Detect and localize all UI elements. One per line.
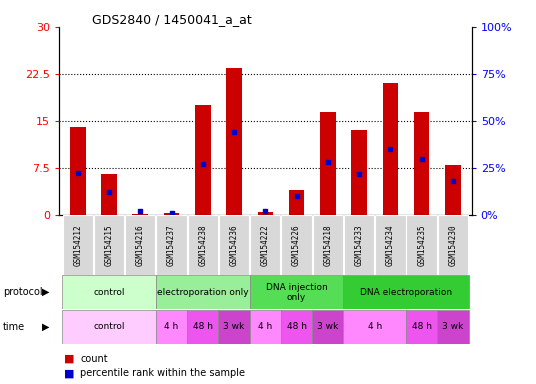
Text: 3 wk: 3 wk: [224, 322, 244, 331]
Bar: [195, 105, 211, 215]
Bar: [163, 213, 180, 215]
Bar: [406, 310, 437, 344]
Bar: [250, 310, 281, 344]
Text: GSM154218: GSM154218: [323, 224, 332, 266]
Bar: [320, 112, 336, 215]
Text: 4 h: 4 h: [368, 322, 382, 331]
Bar: [156, 310, 187, 344]
Text: ■: ■: [64, 368, 75, 378]
Text: GSM154215: GSM154215: [105, 224, 114, 266]
Point: [198, 161, 207, 167]
Bar: [157, 215, 187, 275]
Bar: [226, 68, 242, 215]
Text: 48 h: 48 h: [193, 322, 213, 331]
Text: GDS2840 / 1450041_a_at: GDS2840 / 1450041_a_at: [92, 13, 252, 26]
Bar: [219, 310, 250, 344]
Point: [386, 146, 394, 152]
Bar: [383, 83, 398, 215]
Text: DNA electroporation: DNA electroporation: [360, 288, 452, 297]
Bar: [94, 215, 124, 275]
Text: GSM154226: GSM154226: [292, 224, 301, 266]
Bar: [289, 190, 304, 215]
Text: protocol: protocol: [3, 287, 42, 297]
Bar: [312, 215, 343, 275]
Text: DNA injection
only: DNA injection only: [266, 283, 327, 302]
Text: control: control: [93, 288, 125, 297]
Bar: [438, 215, 468, 275]
Bar: [445, 165, 461, 215]
Bar: [63, 215, 93, 275]
Point: [230, 129, 239, 135]
Text: GSM154233: GSM154233: [355, 224, 363, 266]
Text: percentile rank within the sample: percentile rank within the sample: [80, 368, 245, 378]
Bar: [351, 131, 367, 215]
Bar: [187, 310, 219, 344]
Bar: [62, 310, 156, 344]
Bar: [132, 214, 148, 215]
Text: GSM154238: GSM154238: [198, 224, 207, 266]
Bar: [344, 215, 374, 275]
Text: GSM154222: GSM154222: [261, 224, 270, 266]
Text: electroporation only: electroporation only: [157, 288, 249, 297]
Point: [292, 193, 301, 199]
Bar: [344, 310, 406, 344]
Bar: [219, 215, 249, 275]
Bar: [101, 174, 117, 215]
Point: [418, 156, 426, 162]
Text: ■: ■: [64, 354, 75, 364]
Text: GSM154236: GSM154236: [229, 224, 239, 266]
Point: [167, 210, 176, 216]
Point: [355, 170, 363, 177]
Text: 48 h: 48 h: [287, 322, 307, 331]
Text: ▶: ▶: [42, 287, 50, 297]
Bar: [375, 215, 406, 275]
Bar: [414, 112, 429, 215]
Bar: [250, 215, 280, 275]
Text: 3 wk: 3 wk: [317, 322, 338, 331]
Text: 3 wk: 3 wk: [442, 322, 464, 331]
Bar: [257, 212, 273, 215]
Text: GSM154230: GSM154230: [449, 224, 457, 266]
Point: [449, 178, 457, 184]
Text: 4 h: 4 h: [165, 322, 178, 331]
Bar: [156, 275, 250, 309]
Bar: [188, 215, 218, 275]
Text: count: count: [80, 354, 108, 364]
Bar: [62, 275, 156, 309]
Text: GSM154234: GSM154234: [386, 224, 395, 266]
Bar: [437, 310, 468, 344]
Text: GSM154216: GSM154216: [136, 224, 145, 266]
Bar: [312, 310, 344, 344]
Point: [136, 208, 145, 214]
Text: time: time: [3, 322, 25, 332]
Text: ▶: ▶: [42, 322, 50, 332]
Text: control: control: [93, 322, 125, 331]
Bar: [125, 215, 155, 275]
Point: [324, 159, 332, 166]
Text: GSM154212: GSM154212: [73, 224, 82, 266]
Bar: [70, 127, 86, 215]
Text: GSM154235: GSM154235: [417, 224, 426, 266]
Point: [73, 170, 82, 176]
Text: 4 h: 4 h: [258, 322, 272, 331]
Bar: [344, 275, 468, 309]
Text: 48 h: 48 h: [412, 322, 431, 331]
Text: GSM154237: GSM154237: [167, 224, 176, 266]
Bar: [406, 215, 437, 275]
Bar: [250, 275, 344, 309]
Point: [261, 208, 270, 214]
Point: [105, 189, 113, 195]
Bar: [281, 310, 312, 344]
Bar: [281, 215, 312, 275]
